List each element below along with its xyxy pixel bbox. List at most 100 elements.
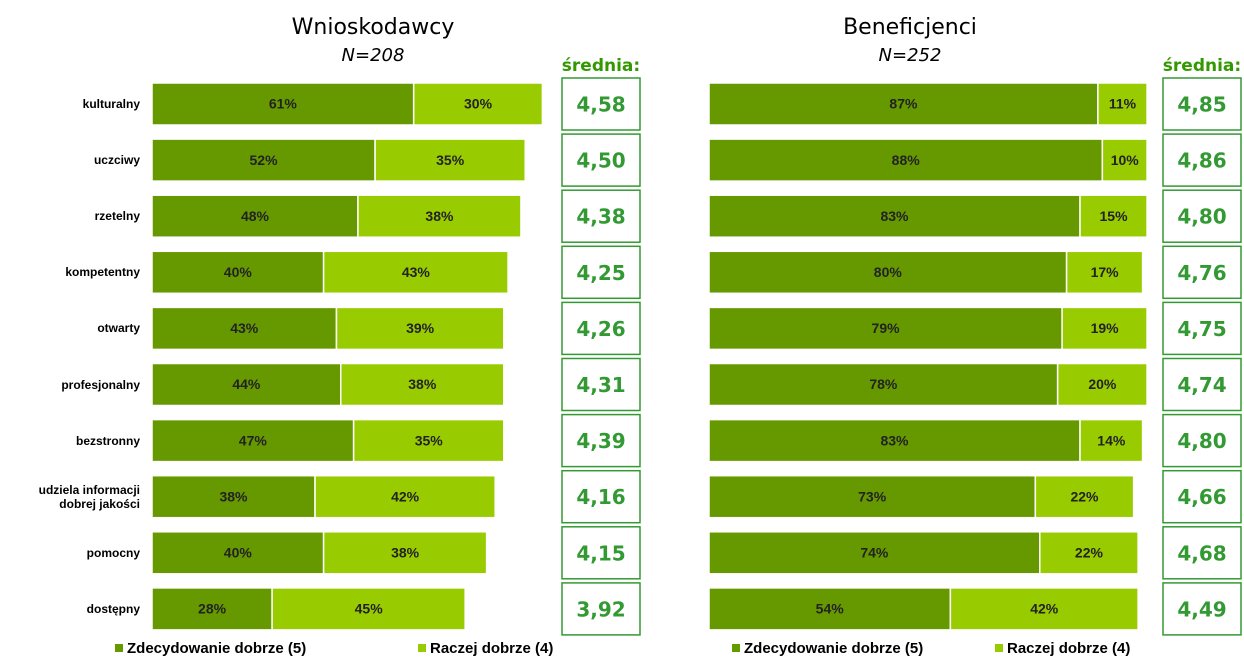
data-label: 20% [1088, 376, 1117, 392]
category-label: rzetelny [94, 209, 140, 224]
data-label: 80% [874, 264, 903, 280]
mean-label: 4,26 [576, 317, 625, 341]
mean-label: 4,38 [576, 205, 625, 229]
bar-segment [1056, 362, 1148, 407]
mean-box [561, 357, 641, 412]
bar-segment [708, 362, 1059, 407]
bar-segment [708, 82, 1099, 126]
legend-swatch [115, 644, 123, 652]
bar-segment [271, 587, 466, 631]
category-label: bezstronny [75, 433, 140, 448]
bar-segment [352, 418, 505, 463]
bar-segment [708, 531, 1041, 575]
bar-segment [151, 250, 325, 295]
mean-box [1162, 301, 1242, 356]
legend-label: Zdecydowanie dobrze (5) [127, 640, 306, 657]
mean-box [561, 301, 641, 356]
data-label: 43% [230, 320, 259, 336]
bar-segment [335, 306, 505, 351]
bar-segment [1039, 531, 1139, 575]
mean-title: średnia: [1163, 56, 1241, 76]
data-label: 14% [1097, 432, 1126, 448]
bar-segment [151, 587, 273, 631]
data-label: 79% [872, 320, 901, 336]
data-label: 83% [880, 208, 909, 224]
data-label: 78% [869, 376, 898, 392]
mean-box [561, 133, 641, 187]
legend-swatch [418, 644, 426, 652]
bar-segment [1065, 250, 1144, 295]
category-label: kulturalny [82, 97, 140, 111]
bar-segment [151, 474, 316, 519]
category-label: dostępny [86, 601, 140, 616]
data-label: 38% [408, 376, 437, 392]
category-label: udziela informacji dobrej jakości [38, 482, 140, 511]
bar-segment [357, 194, 522, 238]
mean-box [561, 189, 641, 243]
data-label: 43% [402, 264, 431, 280]
data-label: 42% [391, 488, 420, 504]
mean-label: 4,86 [1177, 149, 1226, 173]
chart-subtitle: N=208 [342, 45, 405, 66]
data-label: 35% [436, 152, 465, 168]
mean-box [1162, 357, 1242, 412]
mean-box [561, 469, 641, 524]
mean-label: 3,92 [576, 597, 625, 621]
data-label: 19% [1091, 320, 1120, 336]
data-label: 52% [250, 152, 279, 168]
mean-label: 4,75 [1177, 317, 1226, 341]
bar-segment [322, 250, 509, 295]
data-label: 28% [198, 601, 227, 617]
data-label: 22% [1070, 488, 1099, 504]
mean-box [1162, 526, 1242, 580]
mean-box [1162, 413, 1242, 468]
data-label: 83% [880, 432, 909, 448]
data-label: 87% [889, 96, 918, 112]
bar-segment [151, 82, 415, 126]
data-label: 38% [219, 488, 248, 504]
mean-box [561, 77, 641, 131]
category-label: uczciwy [93, 153, 140, 168]
chart-title: Beneficjenci [843, 15, 977, 40]
bar-segment [949, 587, 1139, 631]
data-label: 48% [241, 208, 270, 224]
mean-box [561, 245, 641, 300]
data-label: 88% [892, 152, 921, 168]
mean-label: 4,74 [1177, 373, 1226, 397]
bar-segment [151, 418, 355, 463]
data-label: 74% [860, 545, 889, 561]
mean-label: 4,15 [576, 541, 625, 565]
bar-segment [1061, 306, 1148, 351]
mean-box [561, 582, 641, 636]
bar-segment [314, 474, 496, 519]
data-label: 61% [269, 96, 298, 112]
mean-label: 4,66 [1177, 485, 1226, 509]
bar-segment [1101, 138, 1148, 182]
bar-segment [708, 306, 1063, 351]
bar-segment [708, 194, 1081, 238]
data-label: 38% [425, 208, 454, 224]
mean-label: 4,50 [576, 149, 625, 173]
mean-label: 4,16 [576, 485, 625, 509]
mean-label: 4,25 [576, 261, 625, 285]
bar-segment [708, 138, 1104, 182]
data-label: 10% [1111, 152, 1140, 168]
mean-label: 4,85 [1177, 93, 1226, 117]
bar-segment [151, 306, 338, 351]
mean-label: 4,80 [1177, 429, 1226, 453]
mean-label: 4,39 [576, 429, 625, 453]
data-label: 47% [239, 432, 268, 448]
mean-box [1162, 582, 1242, 636]
bar-segment [708, 418, 1081, 463]
mean-label: 4,76 [1177, 261, 1226, 285]
mean-box [561, 526, 641, 580]
data-label: 35% [415, 432, 444, 448]
legend-label: Zdecydowanie dobrze (5) [744, 640, 923, 657]
mean-box [561, 413, 641, 468]
category-label: profesjonalny [61, 377, 140, 392]
chart-subtitle: N=252 [879, 45, 942, 66]
bar-segment [151, 531, 325, 575]
data-label: 42% [1030, 601, 1059, 617]
